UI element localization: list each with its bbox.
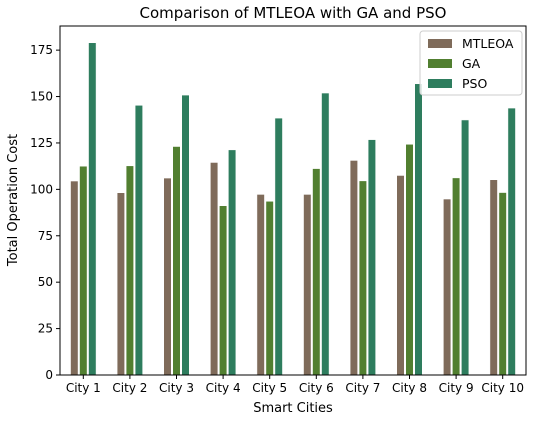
x-axis-label: Smart Cities [253, 401, 333, 416]
legend-label-ga: GA [462, 56, 481, 71]
bar-pso-city-1 [88, 42, 97, 376]
bar-ga-city-3 [172, 146, 181, 376]
x-tick-label: City 9 [439, 381, 474, 395]
x-tick-label: City 8 [392, 381, 427, 395]
x-tick-label: City 1 [66, 381, 101, 395]
bar-mtleoa-city-3 [163, 177, 172, 376]
legend-label-pso: PSO [462, 76, 487, 91]
bar-mtleoa-city-5 [256, 194, 265, 376]
x-tick-label: City 6 [299, 381, 334, 395]
bar-pso-city-6 [321, 92, 330, 376]
bar-pso-city-9 [460, 119, 470, 376]
bar-ga-city-6 [312, 168, 321, 376]
bar-ga-city-8 [405, 143, 414, 376]
bar-mtleoa-city-6 [303, 194, 312, 376]
bar-ga-city-7 [358, 180, 368, 376]
bar-ga-city-4 [219, 205, 228, 376]
bar-ga-city-2 [125, 165, 134, 376]
bar-pso-city-7 [367, 139, 377, 376]
y-tick-label: 25 [38, 322, 53, 336]
bar-pso-city-10 [507, 107, 516, 376]
x-tick-label: City 2 [112, 381, 147, 395]
chart-title: Comparison of MTLEOA with GA and PSO [140, 4, 447, 22]
bar-ga-city-10 [498, 192, 507, 376]
bar-mtleoa-city-2 [116, 192, 125, 376]
bar-mtleoa-city-10 [489, 179, 498, 376]
x-tick-label: City 3 [159, 381, 194, 395]
bar-ga-city-1 [79, 165, 88, 376]
bar-mtleoa-city-7 [349, 160, 359, 376]
bar-mtleoa-city-9 [442, 198, 452, 376]
bar-pso-city-4 [228, 149, 237, 376]
y-tick-label: 150 [30, 90, 53, 104]
bar-ga-city-5 [265, 200, 274, 376]
bar-pso-city-8 [414, 83, 423, 376]
y-tick-label: 125 [30, 136, 53, 150]
bar-pso-city-2 [134, 104, 144, 376]
y-tick-label: 100 [30, 182, 53, 196]
y-tick-label: 75 [38, 229, 53, 243]
legend-swatch-ga [428, 59, 452, 68]
bar-pso-city-5 [274, 117, 283, 376]
x-tick-label: City 5 [252, 381, 287, 395]
x-tick-label: City 7 [345, 381, 380, 395]
legend-swatch-pso [428, 79, 452, 88]
bar-mtleoa-city-1 [70, 180, 79, 376]
y-axis-label: Total Operation Cost [6, 134, 21, 267]
legend-label-mtleoa: MTLEOA [462, 36, 514, 51]
ticks-layer: City 1 City 2 City 3 City 4 City 5 City 6 City… [30, 43, 524, 395]
y-tick-label: 50 [38, 275, 53, 289]
bar-mtleoa-city-8 [396, 175, 405, 376]
bars-layer [70, 42, 516, 376]
legend-swatch-mtleoa [428, 39, 452, 48]
legend: MTLEOA GA PSO [419, 30, 523, 96]
y-tick-label: 0 [45, 368, 53, 382]
x-tick-label: City 10 [481, 381, 524, 395]
bar-pso-city-3 [181, 94, 190, 376]
bar-mtleoa-city-4 [210, 162, 219, 376]
plot-frame [59, 25, 527, 376]
y-tick-label: 175 [30, 43, 53, 57]
x-tick-label: City 4 [206, 381, 241, 395]
bar-ga-city-9 [451, 177, 461, 376]
